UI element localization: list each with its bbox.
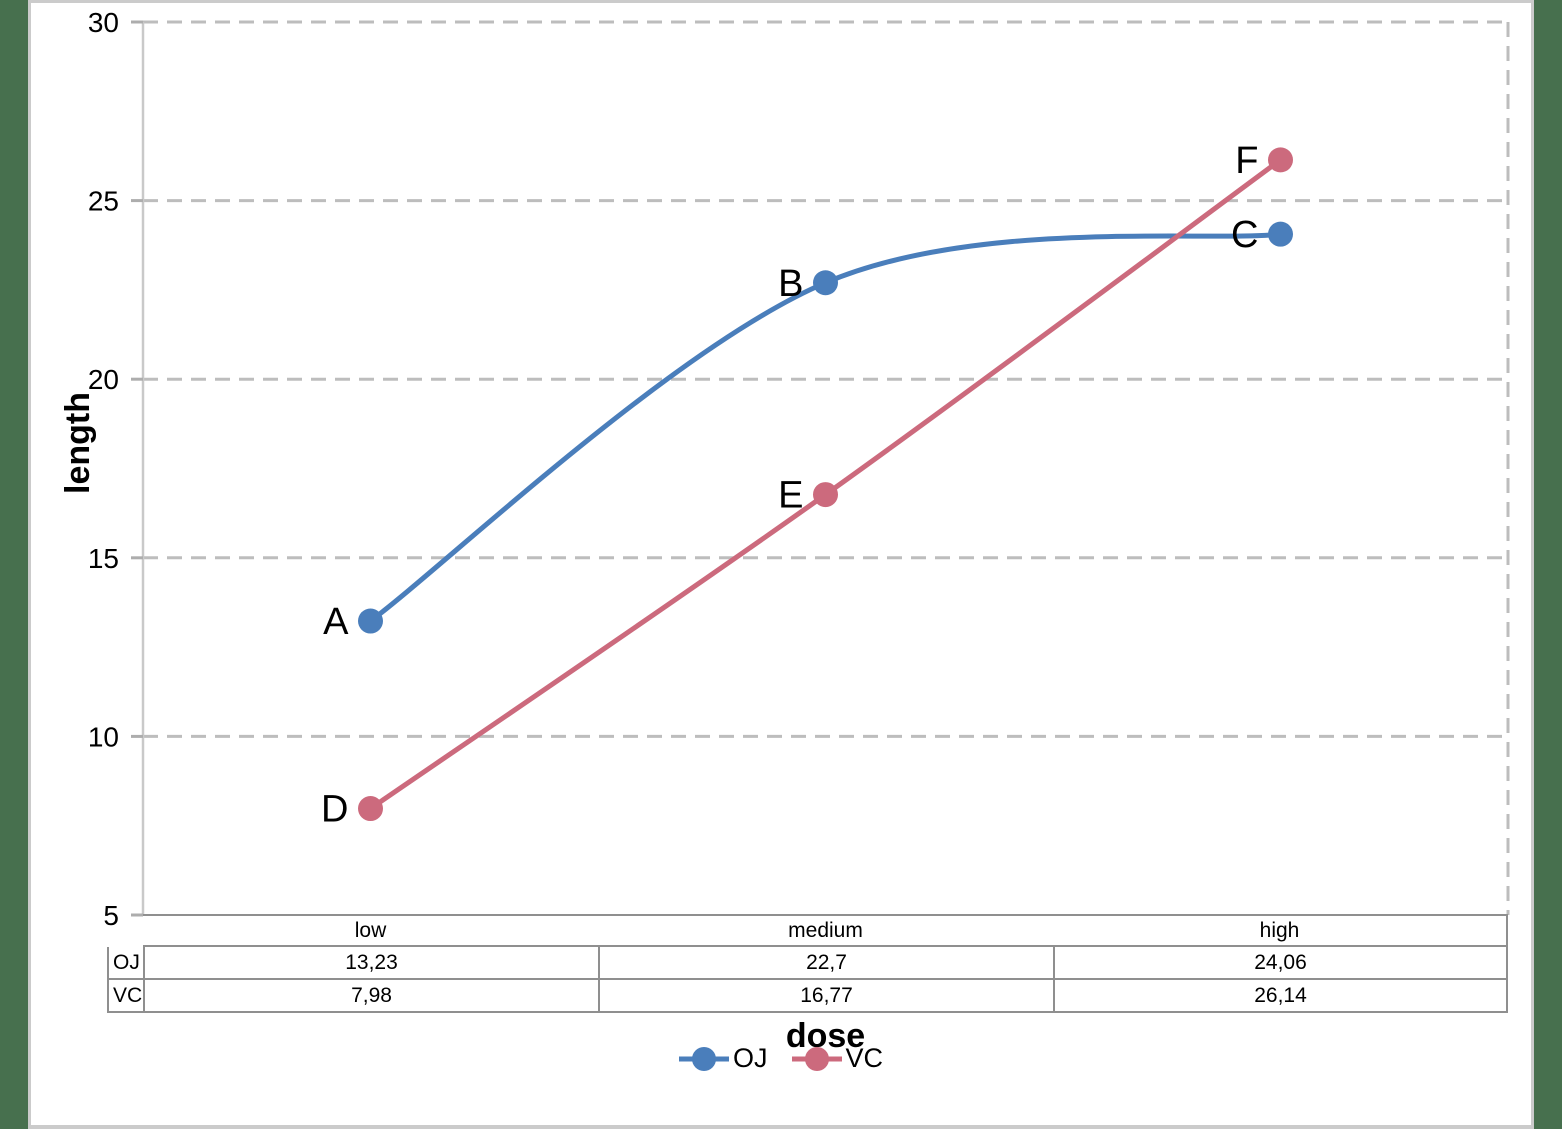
table-header-cell: high xyxy=(1053,914,1508,947)
point-label: C xyxy=(1231,214,1258,256)
x-axis-title: dose xyxy=(785,1017,866,1055)
series-point-OJ-high xyxy=(1268,221,1293,247)
table-row-label: VC xyxy=(107,980,143,1013)
y-tick-label: 30 xyxy=(88,7,119,38)
y-tick-label: 5 xyxy=(103,900,119,931)
series-point-OJ-low xyxy=(358,608,383,634)
table-header-cell: medium xyxy=(598,914,1053,947)
table-cell: 13,23 xyxy=(143,947,598,980)
table-cell: 26,14 xyxy=(1053,980,1508,1013)
series-point-VC-low xyxy=(358,796,383,822)
legend-label: OJ xyxy=(732,1043,768,1073)
table-header-cell: low xyxy=(143,914,598,947)
point-label: A xyxy=(323,601,349,643)
point-label: F xyxy=(1235,140,1258,182)
table-cell: 22,7 xyxy=(598,947,1053,980)
y-axis-title: length xyxy=(59,392,97,494)
legend-marker-icon xyxy=(678,1046,729,1071)
series-point-OJ-medium xyxy=(813,270,838,296)
y-tick-label: 20 xyxy=(88,364,119,395)
legend: OJ VC xyxy=(31,1043,1531,1074)
series-point-VC-medium xyxy=(813,482,838,508)
table-row-label: OJ xyxy=(107,947,143,980)
point-label: B xyxy=(778,263,803,305)
chart: 5 10 15 20 25 30 A B C D E F xyxy=(88,7,1510,931)
legend-item-VC: VC xyxy=(791,1043,884,1074)
y-tick-label: 15 xyxy=(88,543,119,574)
table-cell: 16,77 xyxy=(598,980,1053,1013)
series-point-VC-high xyxy=(1268,147,1293,173)
data-table: low medium high OJ 13,23 22,7 24,06 VC 7,98 16,77… xyxy=(107,914,1508,1013)
page: 5 10 15 20 25 30 A B C D E F length low medium high OJ… xyxy=(28,0,1534,1129)
table-cell: 24,06 xyxy=(1053,947,1508,980)
table-cell: 7,98 xyxy=(143,980,598,1013)
point-label: E xyxy=(778,475,803,517)
legend-label: VC xyxy=(845,1043,884,1073)
legend-marker-icon xyxy=(791,1046,842,1071)
point-label: D xyxy=(321,789,348,831)
legend-item-OJ: OJ xyxy=(678,1043,768,1074)
table-corner xyxy=(107,914,143,947)
y-tick-label: 25 xyxy=(88,186,119,217)
y-tick-label: 10 xyxy=(88,721,119,752)
